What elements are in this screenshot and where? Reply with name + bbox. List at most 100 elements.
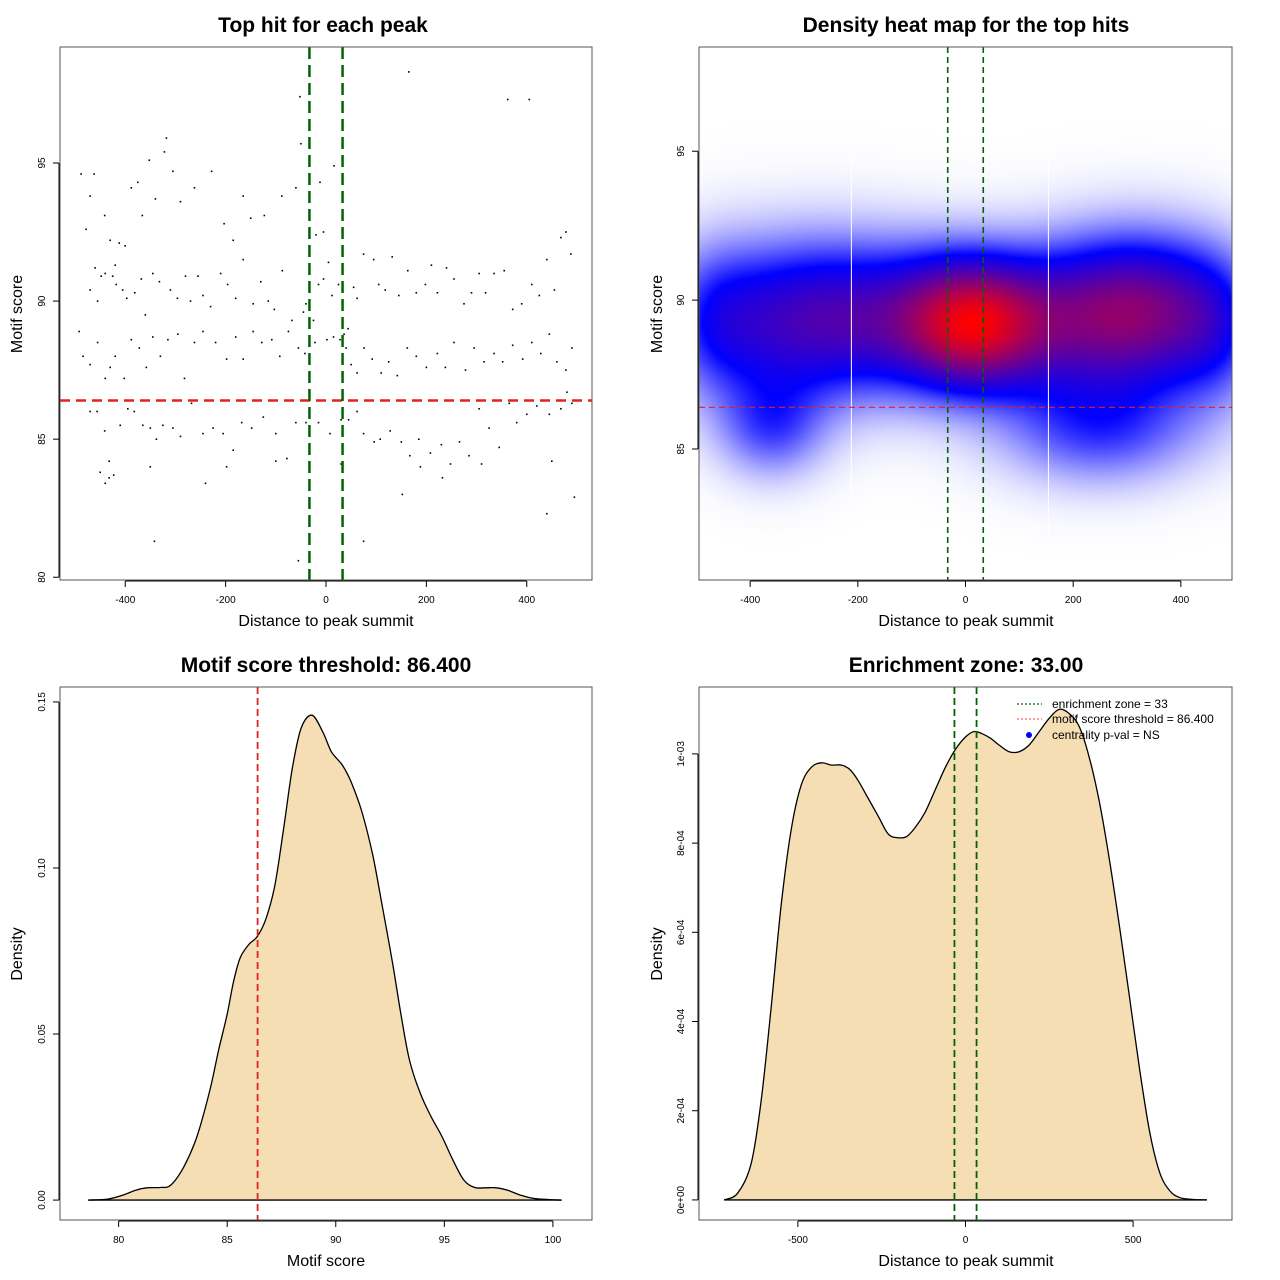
heatmap-xlabel: Distance to peak summit bbox=[878, 613, 1054, 630]
scatter-point bbox=[123, 377, 125, 380]
scatter-point bbox=[441, 477, 444, 479]
scatter-point bbox=[210, 170, 213, 173]
scatter-point bbox=[478, 408, 480, 410]
scatter-point bbox=[560, 408, 562, 410]
y-tick-label: 6e-04 bbox=[676, 919, 687, 945]
scatter-point bbox=[109, 239, 111, 242]
score-density-title: Motif score threshold: 86.400 bbox=[181, 654, 472, 677]
scatter-point bbox=[234, 336, 237, 338]
scatter-point bbox=[546, 512, 548, 515]
scatter-point bbox=[373, 441, 375, 443]
scatter-point bbox=[352, 286, 355, 289]
scatter-point bbox=[103, 430, 106, 432]
scatter-point bbox=[104, 272, 106, 275]
scatter-point bbox=[540, 352, 542, 355]
y-tick-label: 90 bbox=[676, 294, 687, 306]
panel-scatter: Top hit for each peak -400 -200 0 200 400 80 8… bbox=[9, 14, 593, 630]
scatter-point bbox=[463, 303, 465, 305]
scatter-point bbox=[340, 419, 342, 421]
scatter-point bbox=[391, 256, 393, 258]
scatter-point bbox=[242, 258, 244, 261]
y-tick-label: 1e-03 bbox=[676, 741, 687, 767]
heatmap-plot-area bbox=[699, 47, 1232, 580]
scatter-point bbox=[163, 151, 166, 153]
scatter-point bbox=[445, 267, 448, 269]
scatter-point bbox=[347, 327, 349, 330]
x-tick-label: -500 bbox=[788, 1235, 808, 1246]
scatter-point bbox=[159, 355, 162, 358]
scatter-point bbox=[380, 372, 382, 374]
x-tick-label: 500 bbox=[1125, 1235, 1142, 1246]
scatter-point bbox=[566, 391, 568, 393]
scatter-point bbox=[429, 452, 432, 454]
scatter-point bbox=[430, 264, 433, 266]
scatter-point bbox=[401, 493, 404, 496]
scatter-point bbox=[108, 460, 110, 462]
scatter-point bbox=[418, 438, 420, 440]
x-tick-label: 200 bbox=[1065, 595, 1082, 606]
scatter-point bbox=[488, 427, 490, 429]
scatter-point bbox=[281, 195, 283, 197]
scatter-point bbox=[553, 289, 556, 291]
legend-centrality-dot bbox=[1026, 732, 1032, 738]
heatmap-axes: -400 -200 0 200 400 85 90 95 bbox=[676, 145, 1190, 606]
scatter-point bbox=[362, 540, 365, 543]
panel-distance-density: Enrichment zone: 33.00 -500 0 500 0e+00 2e-0… bbox=[649, 654, 1233, 1270]
scatter-point bbox=[406, 347, 409, 349]
scatter-point bbox=[493, 352, 495, 355]
x-tick-label: 100 bbox=[545, 1235, 562, 1246]
distance-density-title: Enrichment zone: 33.00 bbox=[849, 654, 1084, 677]
scatter-point bbox=[96, 410, 98, 413]
scatter-point bbox=[121, 289, 124, 291]
scatter-point bbox=[262, 416, 265, 418]
scatter-point bbox=[225, 358, 228, 360]
scatter-point bbox=[130, 187, 133, 189]
scatter-point bbox=[484, 292, 487, 294]
scatter-point bbox=[126, 297, 128, 300]
scatter-point bbox=[89, 363, 91, 366]
y-tick-label: 80 bbox=[37, 571, 48, 583]
scatter-point bbox=[493, 272, 495, 275]
scatter-point bbox=[134, 292, 136, 294]
scatter-point bbox=[508, 402, 510, 405]
scatter-point bbox=[162, 424, 164, 427]
y-tick-label: 8e-04 bbox=[676, 830, 687, 856]
scatter-point bbox=[96, 341, 99, 344]
scatter-plot-area bbox=[60, 47, 592, 580]
panel-heatmap: Density heat map for the top hits -400 -2… bbox=[649, 14, 1233, 630]
scatter-point bbox=[137, 181, 139, 184]
scatter-point bbox=[419, 466, 422, 468]
scatter-point bbox=[115, 283, 117, 286]
scatter-point bbox=[214, 341, 217, 344]
scatter-point bbox=[249, 217, 252, 219]
scatter-point bbox=[154, 198, 157, 200]
scatter-point bbox=[501, 361, 504, 363]
scatter-point bbox=[260, 280, 262, 283]
scatter-point bbox=[119, 424, 121, 427]
scatter-point bbox=[197, 275, 199, 277]
scatter-point bbox=[286, 457, 288, 460]
y-tick-label: 0.00 bbox=[37, 1190, 48, 1210]
scatter-point bbox=[551, 460, 553, 462]
scatter-point bbox=[176, 297, 179, 300]
scatter-point bbox=[82, 355, 84, 358]
scatter-point bbox=[96, 300, 99, 302]
scatter-point bbox=[204, 482, 207, 485]
x-tick-label: 400 bbox=[1173, 595, 1190, 606]
scatter-point bbox=[273, 308, 276, 311]
scatter-point bbox=[407, 269, 409, 272]
scatter-point bbox=[78, 330, 80, 333]
scatter-point bbox=[179, 435, 182, 438]
scatter-point bbox=[379, 438, 381, 440]
scatter-point bbox=[152, 272, 154, 275]
y-tick-label: 0.15 bbox=[37, 692, 48, 712]
scatter-point bbox=[130, 338, 133, 341]
scatter-point bbox=[291, 319, 293, 322]
scatter-point bbox=[453, 278, 455, 280]
scatter-point bbox=[436, 352, 439, 355]
scatter-point bbox=[295, 421, 297, 424]
scatter-point bbox=[114, 264, 116, 266]
scatter-point bbox=[565, 369, 567, 371]
scatter-point bbox=[226, 283, 229, 286]
